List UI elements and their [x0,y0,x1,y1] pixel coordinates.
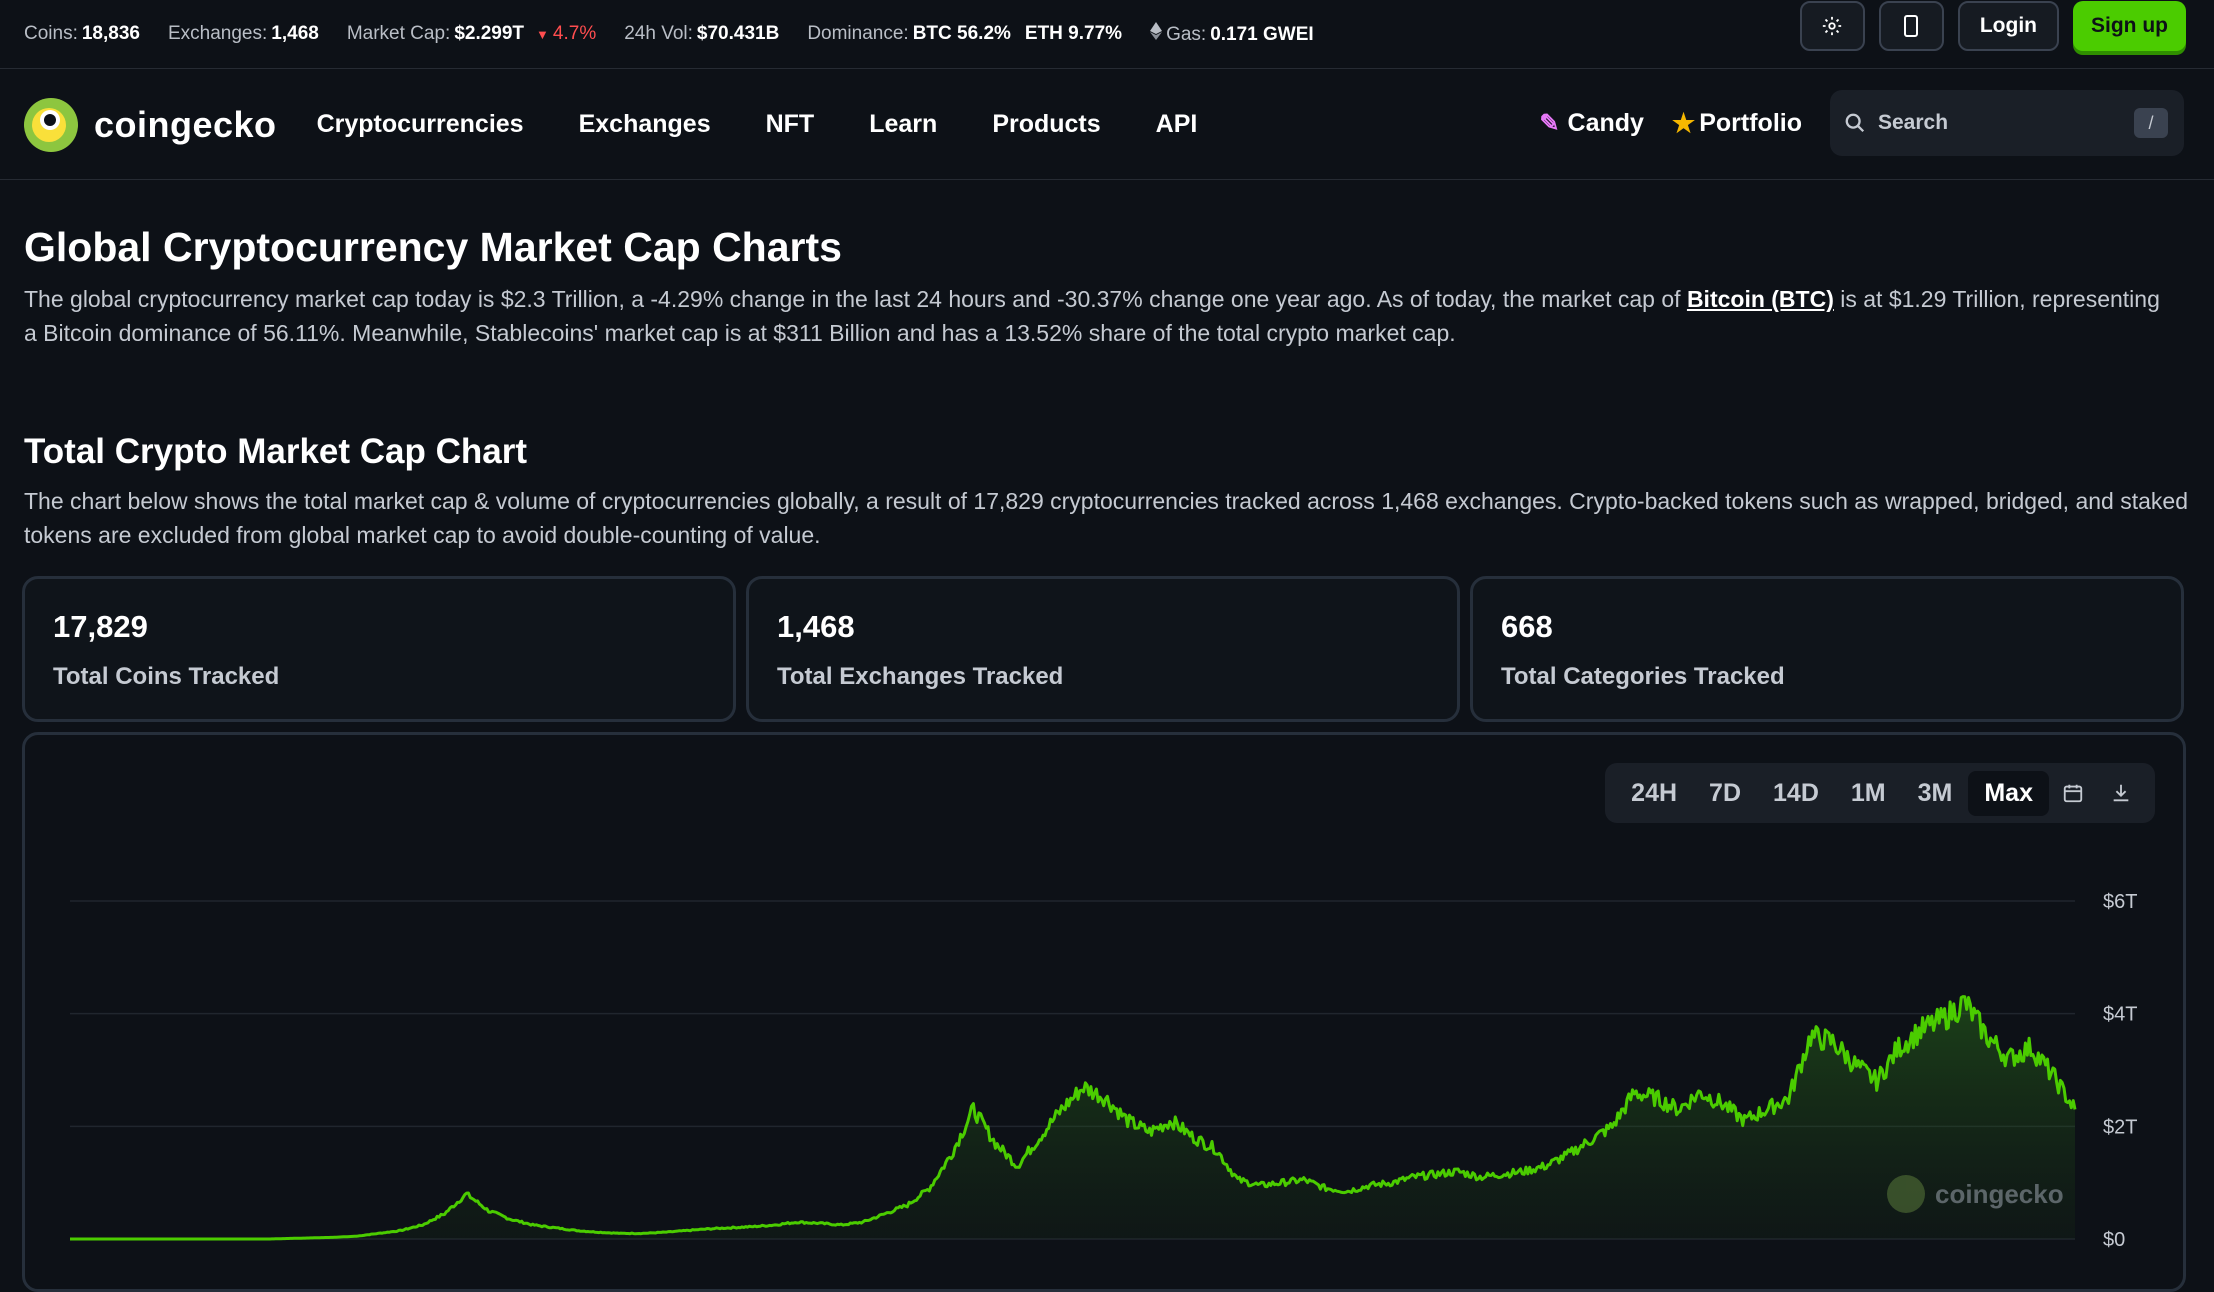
card-label: Total Categories Tracked [1501,663,1785,690]
card-categories-tracked: 668 Total Categories Tracked [1470,576,2184,722]
brand-logo[interactable]: coingecko [24,97,277,152]
range-14d-button[interactable]: 14D [1773,778,1819,807]
chart-canvas[interactable]: $6T $4T $2T $0 [25,735,2183,1289]
chart-watermark: coingecko [1887,1175,2064,1213]
stat-dominance-btc: BTC 56.2% [912,23,1011,44]
range-max-button[interactable]: Max [1968,770,2049,816]
gecko-logo-icon [24,97,78,152]
card-coins-tracked: 17,829 Total Coins Tracked [22,576,736,722]
candy-link[interactable]: ✎ Candy [1539,109,1644,138]
nav-links: Cryptocurrencies Exchanges NFT Learn Pro… [317,110,1253,139]
calendar-button[interactable] [2049,771,2097,815]
nav-link-exchanges[interactable]: Exchanges [578,110,711,138]
stat-volume-value: $70.431B [696,23,780,44]
range-1m-button[interactable]: 1M [1850,778,1886,807]
gear-icon [1823,16,1842,36]
intro-text-2: is at $1.29 Trillion, representing a Bit… [24,286,2160,346]
card-exchanges-tracked: 1,468 Total Exchanges Tracked [746,576,1460,722]
market-cap-chart[interactable]: $6T $4T $2T $0 24H 7D 14D 1M 3M Max coingec… [22,732,2186,1292]
stat-coins-value: 18,836 [81,23,140,44]
stat-gas[interactable]: Gas: 0.171 GWEI [1150,22,1314,46]
stat-dominance[interactable]: Dominance: BTC 56.2% ETH 9.77% [807,23,1122,45]
card-value: 17,829 [53,609,148,644]
y-tick-label: $4T [2103,1004,2137,1026]
section-description: The chart below shows the total market c… [24,488,2188,548]
ethereum-icon [1150,22,1163,46]
card-value: 1,468 [777,609,855,644]
nav-link-products[interactable]: Products [992,110,1101,138]
stat-coins-label: Coins: [24,23,78,44]
nav-link-api[interactable]: API [1155,110,1198,138]
nav-right: ✎ Candy ★ Portfolio / [1539,90,2184,156]
time-range-selector: 24H 7D 14D 1M 3M Max [1605,763,2155,823]
portfolio-link[interactable]: ★ Portfolio [1672,108,1802,139]
nav-link-learn[interactable]: Learn [869,110,938,138]
y-tick-label: $0 [2103,1229,2125,1251]
section-title: Total Crypto Market Cap Chart [24,432,528,471]
search-box[interactable]: / [1830,90,2184,156]
stat-market-cap[interactable]: Market Cap: $2.299T ▼ 4.7% [347,23,596,45]
stat-market-cap-value: $2.299T [454,23,525,44]
mobile-phone-icon [1904,15,1919,37]
top-actions: Login Sign up [1799,0,2214,52]
gecko-watermark-icon [1887,1175,1925,1213]
range-3m-button[interactable]: 3M [1917,778,1953,807]
stat-dominance-label: Dominance: [807,23,909,44]
search-shortcut-key: / [2134,108,2168,138]
download-icon [2113,784,2129,802]
y-tick-label: $2T [2103,1116,2137,1138]
bitcoin-link[interactable]: Bitcoin (BTC) [1686,286,1834,312]
nav-link-cryptocurrencies[interactable]: Cryptocurrencies [316,110,524,138]
brand-name: coingecko [94,103,277,145]
signup-button[interactable]: Sign up [2073,1,2186,51]
candy-label: Candy [1567,108,1644,137]
stat-volume: 24h Vol: $70.431B [624,23,779,45]
candy-icon: ✎ [1539,109,1560,137]
stat-volume-label: 24h Vol: [624,23,693,44]
stat-exchanges-value: 1,468 [271,23,319,44]
settings-button[interactable] [1799,1,1865,51]
nav-link-nft[interactable]: NFT [765,110,815,138]
search-input[interactable] [1878,111,2118,135]
page-intro: The global cryptocurrency market cap tod… [24,282,2174,350]
market-cap-line [70,995,2077,1241]
stat-market-cap-change: 4.7% [552,23,597,44]
page-title: Global Cryptocurrency Market Cap Charts [24,224,842,270]
market-cap-area [70,996,2075,1239]
stat-coins[interactable]: Coins: 18,836 [24,23,140,45]
search-icon [1845,113,1865,133]
card-value: 668 [1501,609,1553,644]
stat-dominance-eth: ETH 9.77% [1024,23,1123,44]
stats-cards: 17,829 Total Coins Tracked 1,468 Total E… [22,576,2194,722]
download-button[interactable] [2097,771,2145,815]
watermark-text: coingecko [1935,1178,2064,1209]
calendar-icon [2063,784,2083,803]
caret-down-icon: ▼ [536,27,549,42]
stat-gas-value: 0.171 GWEI [1210,24,1314,45]
stat-exchanges-label: Exchanges: [167,23,268,44]
card-label: Total Exchanges Tracked [777,663,1064,690]
range-7d-button[interactable]: 7D [1709,778,1742,807]
mobile-app-button[interactable] [1878,1,1944,51]
login-button[interactable]: Login [1957,1,2059,51]
stat-exchanges[interactable]: Exchanges: 1,468 [168,23,319,45]
intro-text-1: The global cryptocurrency market cap tod… [24,286,1687,312]
star-icon: ★ [1671,107,1696,138]
range-24h-button[interactable]: 24H [1631,778,1678,807]
global-stats-bar: Coins: 18,836 Exchanges: 1,468 Market Cap:… [0,0,2214,69]
stat-gas-label: Gas: [1166,24,1207,45]
stat-market-cap-label: Market Cap: [346,23,451,44]
y-tick-label: $6T [2103,891,2137,913]
portfolio-label: Portfolio [1699,108,1802,137]
main-nav: coingecko Cryptocurrencies Exchanges NFT… [0,70,2214,180]
card-label: Total Coins Tracked [53,663,280,690]
